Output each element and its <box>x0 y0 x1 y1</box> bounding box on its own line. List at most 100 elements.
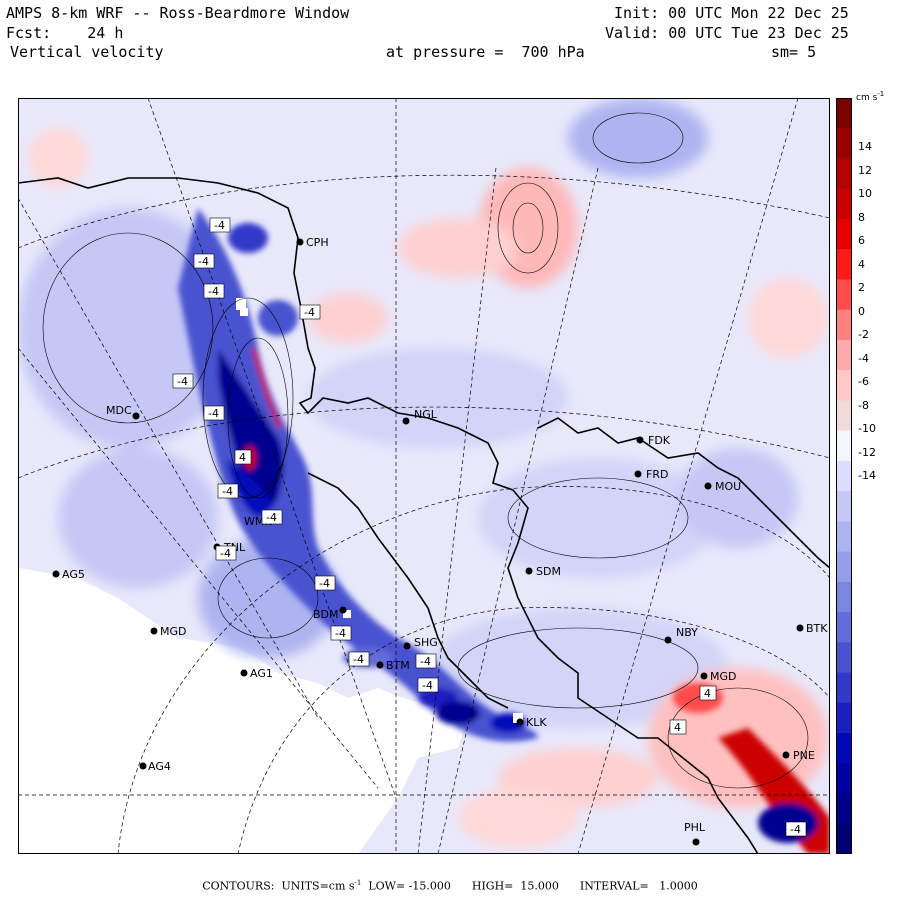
station-fdk[interactable]: FDK <box>636 434 671 447</box>
svg-text:-4: -4 <box>319 577 330 590</box>
contour-label: -4 <box>193 253 215 269</box>
contour-line <box>457 627 699 709</box>
station-nby[interactable]: NBY <box>664 626 699 644</box>
contour-label: -4 <box>209 217 231 233</box>
station-bdm[interactable]: BDM <box>313 606 347 622</box>
contour-line <box>497 182 559 274</box>
contour-label: -4 <box>261 509 283 525</box>
svg-text:-4: -4 <box>266 511 277 524</box>
graticule-parallel <box>237 607 830 854</box>
station-sdm[interactable]: SDM <box>525 565 561 578</box>
colorbar-swatch <box>836 642 852 674</box>
colorbar-swatch <box>836 128 852 159</box>
colorbar <box>836 98 852 854</box>
contour-label: -4 <box>217 483 239 499</box>
station-frd[interactable]: FRD <box>634 468 669 481</box>
contour-label: -4 <box>299 304 321 320</box>
contour-line <box>512 202 544 254</box>
svg-text:-4: -4 <box>790 823 801 836</box>
station-pne[interactable]: PNE <box>782 749 815 762</box>
field-patch <box>748 278 828 358</box>
ridge-red-streak <box>251 347 282 429</box>
station-mgd-east[interactable]: MGD <box>700 670 737 683</box>
colorbar-swatch <box>836 823 852 854</box>
station-klk[interactable]: KLK <box>516 716 548 729</box>
svg-text:-4: -4 <box>198 255 209 268</box>
svg-text:-4: -4 <box>422 679 433 692</box>
colorbar-tick-label: -10 <box>858 422 876 435</box>
colorbar-tick-label: 4 <box>858 257 865 271</box>
smoothing-value: sm= 5 <box>771 43 817 61</box>
graticule-parallel <box>117 486 830 854</box>
station-label: KLK <box>526 716 547 729</box>
field-patch <box>428 608 728 728</box>
colorbar-swatch <box>836 763 852 795</box>
station-btm[interactable]: BTM <box>376 659 410 672</box>
coastline <box>18 177 759 854</box>
field-patch <box>568 98 708 178</box>
mountain-core <box>228 458 273 518</box>
colorbar-tick-label: -8 <box>858 398 869 412</box>
station-ag1[interactable]: AG1 <box>240 667 273 680</box>
colorbar-tick-label: -4 <box>858 351 869 365</box>
field-patch <box>478 458 718 578</box>
svg-text:-4: -4 <box>214 219 225 232</box>
station-ag5[interactable]: AG5 <box>52 568 85 581</box>
graticule-meridian <box>417 167 497 854</box>
valid-time: Valid: 00 UTC Tue 23 Dec 25 <box>605 24 849 42</box>
colorbar-swatch <box>836 279 852 311</box>
graticule-parallel <box>18 406 830 479</box>
colorbar-swatch <box>836 339 852 371</box>
station-mou[interactable]: MOU <box>704 480 742 493</box>
colorbar-frame <box>836 98 852 854</box>
svg-text:-4: -4 <box>353 653 364 666</box>
colorbar-swatch <box>836 249 852 280</box>
station-shg[interactable]: SHG <box>403 636 438 650</box>
station-label: MOU <box>715 480 741 493</box>
svg-text:-4: -4 <box>420 655 431 668</box>
station-btk[interactable]: BTK <box>796 622 829 635</box>
pressure-level: at pressure = 700 hPa <box>386 43 585 61</box>
contour-info: CONTOURS: UNITS=cm s-1 LOW= -15.000 HIGH… <box>202 879 698 893</box>
contour-line <box>217 557 319 639</box>
station-phl[interactable]: PHL <box>684 821 706 846</box>
graticule-meridian <box>18 347 379 789</box>
colorbar-swatch <box>836 188 852 220</box>
contour-line <box>507 477 689 559</box>
station-label: MGD <box>710 670 737 683</box>
forecast-hour: Fcst: 24 h <box>6 24 124 42</box>
graticule-meridian <box>18 197 319 719</box>
data-gap <box>343 610 351 618</box>
station-label: NGL <box>414 408 438 421</box>
map-title: AMPS 8-km WRF -- Ross-Beardmore Window <box>6 4 350 22</box>
colorbar-swatch <box>836 158 852 190</box>
contour-label: -4 <box>172 373 194 389</box>
svg-text:4: 4 <box>239 451 246 464</box>
station-mdc[interactable]: MDC <box>106 404 140 420</box>
contour-label: -4 <box>417 677 439 693</box>
contour-label: 4 <box>669 719 687 735</box>
colorbar-tick-label: -6 <box>858 375 869 388</box>
station-label: AG5 <box>62 568 85 581</box>
station-label: AG1 <box>250 667 273 680</box>
contour-label: -4 <box>215 545 237 561</box>
no-data-region <box>18 568 468 854</box>
colorbar-swatch <box>836 400 852 432</box>
svg-text:-4: -4 <box>208 407 219 420</box>
colorbar-swatch <box>836 672 852 704</box>
svg-text:4: 4 <box>704 687 711 700</box>
station-label: NBY <box>676 626 698 639</box>
contour-line <box>227 337 289 499</box>
field-patch <box>458 788 578 848</box>
colorbar-swatch <box>836 218 852 250</box>
station-mgd[interactable]: MGD <box>150 625 187 638</box>
contour-label: 4 <box>234 449 252 465</box>
svg-text:-4: -4 <box>177 375 188 388</box>
mountain-core <box>436 701 480 725</box>
contour-line <box>42 232 214 424</box>
colorbar-tick-label: -14 <box>858 469 876 482</box>
station-ngl[interactable]: NGL <box>402 408 438 425</box>
station-ag4[interactable]: AG4 <box>139 760 171 773</box>
map-frame <box>18 98 830 854</box>
station-cph[interactable]: CPH <box>296 236 329 249</box>
